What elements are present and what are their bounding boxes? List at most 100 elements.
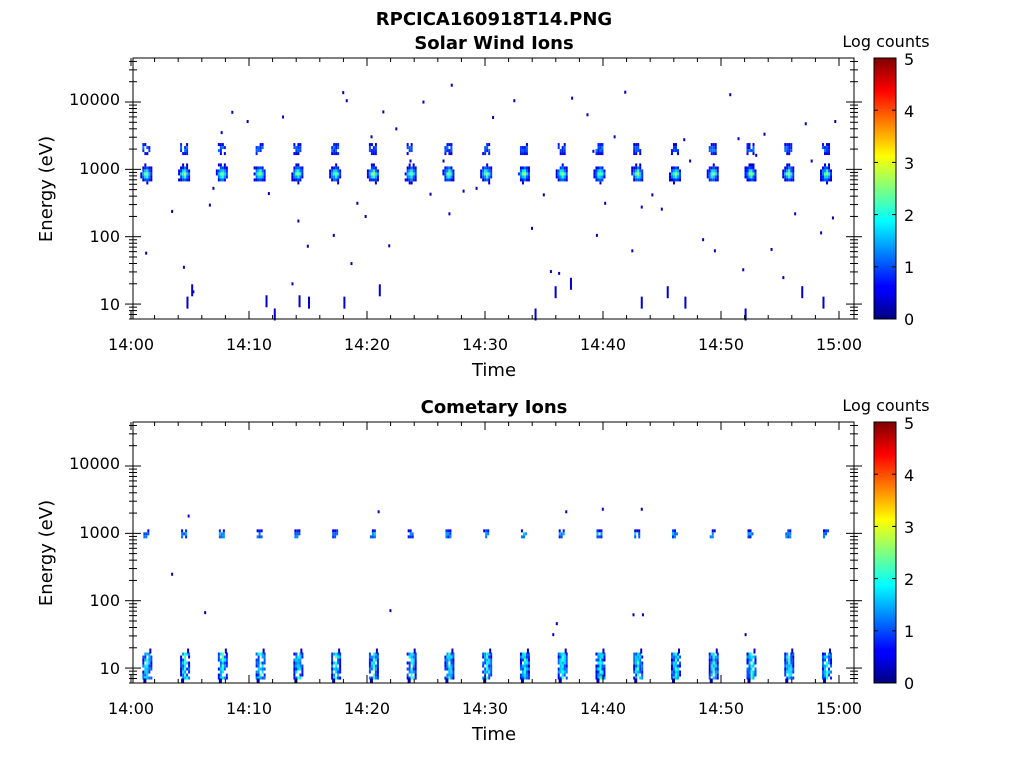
heatmap-cell — [182, 166, 185, 170]
heatmap-cell — [527, 676, 530, 680]
heatmap-cell — [408, 146, 411, 150]
heatmap-cell — [335, 670, 338, 674]
heatmap-cell — [334, 535, 337, 539]
heatmap-cell — [337, 175, 340, 179]
heatmap-cell — [488, 670, 491, 674]
heatmap-cell — [563, 658, 566, 662]
heatmap-cell — [217, 169, 220, 173]
heatmap-cell — [599, 175, 602, 179]
heatmap-cell — [186, 166, 189, 170]
heatmap-cell — [297, 664, 300, 668]
heatmap-point — [187, 514, 190, 518]
heatmap-cell — [746, 169, 749, 173]
heatmap-cell — [181, 535, 184, 539]
heatmap-cell — [527, 655, 530, 659]
heatmap-cell — [257, 673, 260, 677]
heatmap-cell — [784, 661, 787, 665]
heatmap-point — [613, 135, 616, 139]
heatmap-cell — [641, 664, 644, 668]
heatmap-cell — [256, 678, 260, 684]
heatmap-cell — [488, 172, 491, 176]
heatmap-cell — [828, 670, 831, 674]
heatmap-cell — [448, 172, 451, 176]
heatmap-cell — [525, 652, 528, 656]
heatmap-point — [742, 268, 745, 272]
heatmap-point — [429, 192, 432, 196]
heatmap-point — [450, 83, 453, 87]
heatmap-cell — [822, 670, 825, 674]
heatmap-cell — [218, 678, 222, 684]
heatmap-cell — [676, 655, 679, 659]
heatmap-cell — [639, 172, 642, 176]
heatmap-cell — [675, 532, 678, 536]
heatmap-cell — [450, 152, 453, 156]
heatmap-cell — [710, 152, 713, 156]
heatmap-cell — [337, 652, 340, 656]
heatmap-cell — [217, 667, 220, 671]
heatmap-cell — [786, 175, 789, 179]
heatmap-cell — [448, 670, 451, 674]
heatmap-cell — [672, 169, 675, 173]
heatmap-cell — [595, 149, 598, 153]
heatmap-cell — [446, 667, 449, 671]
heatmap-cell — [372, 676, 375, 680]
heatmap-cell — [144, 655, 147, 659]
heatmap-cell — [339, 676, 342, 680]
heatmap-cell — [257, 175, 260, 179]
heatmap-point — [409, 159, 412, 163]
heatmap-cell — [484, 152, 487, 156]
heatmap-cell — [828, 667, 831, 671]
heatmap-cell — [184, 178, 187, 182]
heatmap-cell — [255, 673, 258, 677]
heatmap-cell — [561, 676, 564, 680]
heatmap-cell — [748, 149, 751, 153]
heatmap-cell — [446, 661, 449, 665]
heatmap-cell — [448, 149, 451, 153]
heatmap-cell — [825, 529, 828, 533]
heatmap-cell — [180, 175, 183, 179]
heatmap-point — [531, 226, 534, 230]
heatmap-cell — [370, 169, 373, 173]
heatmap-cell — [373, 532, 376, 536]
heatmap-cell — [368, 178, 371, 182]
heatmap-cell — [370, 676, 373, 680]
heatmap-cell — [293, 667, 296, 671]
heatmap-cell — [372, 172, 375, 176]
heatmap-cell — [180, 143, 183, 147]
heatmap-cell — [484, 178, 487, 182]
heatmap-cell — [404, 178, 407, 182]
heatmap-cell — [565, 175, 568, 179]
heatmap-cell — [255, 152, 258, 156]
heatmap-cell — [180, 667, 183, 671]
heatmap-cell — [414, 178, 417, 182]
heatmap-cell — [299, 673, 302, 677]
heatmap-cell — [297, 169, 300, 173]
heatmap-cell — [263, 169, 266, 173]
heatmap-cell — [790, 664, 793, 668]
heatmap-cell — [484, 652, 487, 656]
heatmap-cell — [336, 529, 339, 533]
heatmap-point — [804, 122, 807, 126]
heatmap-cell — [219, 676, 222, 680]
heatmap-cell — [374, 149, 377, 153]
heatmap-cell — [412, 172, 415, 176]
heatmap-cell — [824, 146, 827, 150]
heatmap-cell — [217, 172, 220, 176]
heatmap-cell — [445, 532, 448, 536]
heatmap-cell — [752, 655, 755, 659]
heatmap-cell — [557, 172, 560, 176]
heatmap-cell — [484, 175, 487, 179]
heatmap-cell — [449, 529, 452, 533]
heatmap-cell — [708, 149, 711, 153]
heatmap-cell — [712, 670, 715, 674]
heatmap-cell — [412, 652, 415, 656]
heatmap-point — [549, 270, 552, 274]
heatmap-cell — [299, 658, 302, 662]
heatmap-cell — [748, 655, 751, 659]
heatmap-cell — [484, 658, 487, 662]
heatmap-streak — [554, 286, 557, 299]
heatmap-cell — [641, 175, 644, 179]
heatmap-cell — [258, 535, 261, 539]
heatmap-cell — [748, 146, 751, 150]
heatmap-cell — [639, 163, 642, 167]
